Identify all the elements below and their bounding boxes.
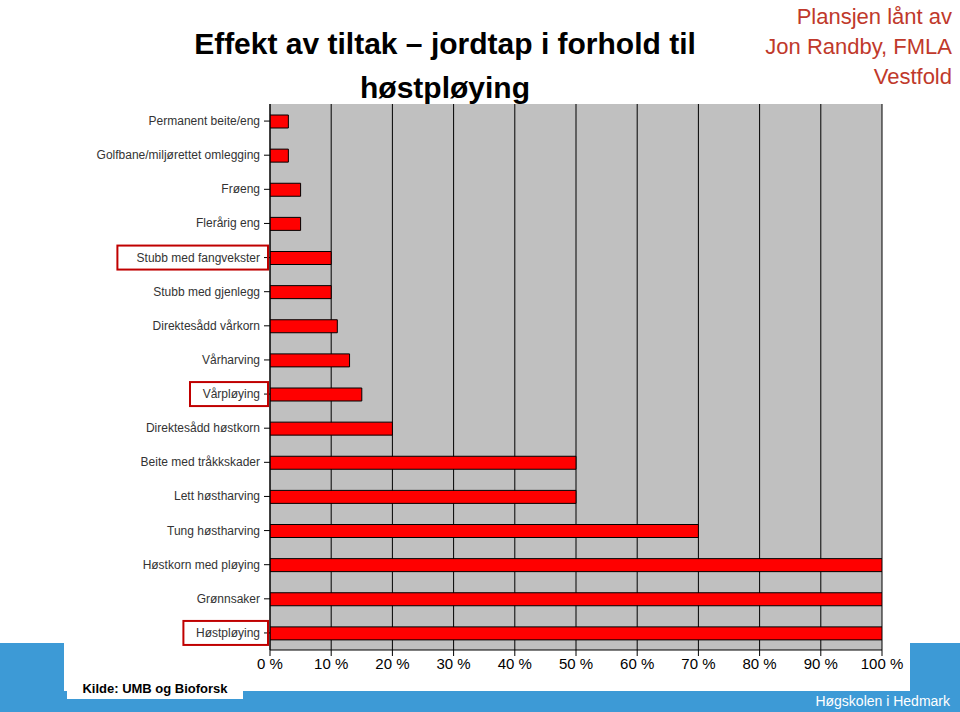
- html-text:Effekt av tiltak – jordtap i f: Effekt av tiltak – jordtap i forhold til…: [194, 27, 696, 104]
- svg-text:100 %: 100 %: [861, 655, 904, 672]
- svg-text:60 %: 60 %: [620, 655, 654, 672]
- svg-text:40 %: 40 %: [498, 655, 532, 672]
- svg-text:Tung høstharving: Tung høstharving: [167, 524, 260, 538]
- svg-text:Lett høstharving: Lett høstharving: [174, 489, 260, 503]
- svg-text:Direktesådd høstkorn: Direktesådd høstkorn: [146, 421, 260, 435]
- svg-text:Permanent beite/eng: Permanent beite/eng: [149, 114, 260, 128]
- html-text:Plansjen lånt av Jon Randby, F: Plansjen lånt av Jon Randby, FMLA Vestfo…: [765, 4, 952, 89]
- svg-text:Høstpløying: Høstpløying: [196, 626, 260, 640]
- svg-text:Vårpløying: Vårpløying: [203, 387, 260, 401]
- svg-text:80 %: 80 %: [742, 655, 776, 672]
- svg-text:30 %: 30 %: [436, 655, 470, 672]
- svg-text:Beite med tråkkskader: Beite med tråkkskader: [141, 455, 260, 469]
- svg-text:Stubb med gjenlegg: Stubb med gjenlegg: [153, 285, 260, 299]
- svg-text:Høstkorn med pløying: Høstkorn med pløying: [143, 558, 260, 572]
- svg-text:Direktesådd vårkorn: Direktesådd vårkorn: [153, 319, 260, 333]
- svg-text:Grønnsaker: Grønnsaker: [197, 592, 260, 606]
- svg-text:20 %: 20 %: [375, 655, 409, 672]
- svg-text:Golfbane/miljørettet omlegging: Golfbane/miljørettet omlegging: [97, 148, 260, 162]
- svg-text:Stubb med fangvekster: Stubb med fangvekster: [137, 251, 260, 265]
- svg-text:70 %: 70 %: [681, 655, 715, 672]
- html-text:Kilde: UMB og Bioforsk: Kilde: UMB og Bioforsk: [82, 681, 228, 696]
- svg-text:0 %: 0 %: [257, 655, 283, 672]
- html-text:Høgskolen i Hedmark: Høgskolen i Hedmark: [815, 693, 950, 709]
- svg-text:10 %: 10 %: [314, 655, 348, 672]
- svg-text:90 %: 90 %: [804, 655, 838, 672]
- svg-text:Frøeng: Frøeng: [221, 182, 260, 196]
- svg-text:50 %: 50 %: [559, 655, 593, 672]
- svg-text:Vårharving: Vårharving: [202, 353, 260, 367]
- svg-text:Flerårig eng: Flerårig eng: [196, 216, 260, 230]
